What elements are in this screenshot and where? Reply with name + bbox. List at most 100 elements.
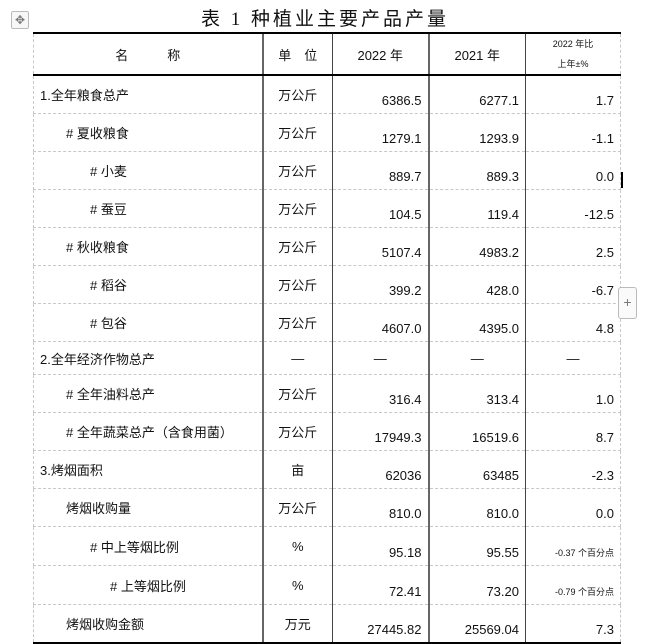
header-unit: 单 位 — [261, 32, 333, 76]
table-row: # 上等烟比例% 72.41 73.20 -0.79 个百分点 — [33, 565, 621, 605]
cell-2021: 6277.1 — [427, 75, 526, 114]
cell-2022: 72.41 — [332, 565, 429, 605]
cell-unit: 亩 — [261, 450, 333, 489]
add-column-button[interactable]: + — [618, 287, 637, 319]
cell-2022: 104.5 — [332, 189, 429, 228]
cell-2022: 399.2 — [332, 265, 429, 304]
cell-change: 8.7 — [525, 412, 621, 451]
table-row: # 包谷 万公斤 4607.0 4395.0 4.8 — [33, 303, 621, 342]
cell-change: 7.3 — [525, 604, 621, 644]
cell-change: -12.5 — [525, 189, 621, 228]
cell-change: 4.8 — [525, 303, 621, 342]
cell-name: # 全年蔬菜总产（含食用菌） — [33, 412, 263, 451]
cell-2021: 73.20 — [427, 565, 526, 605]
cell-change: -1.1 — [525, 113, 621, 152]
header-name: 名 称 — [33, 32, 263, 76]
table-row: # 全年油料总产 万公斤 316.4 313.4 1.0 — [33, 374, 621, 413]
table-row: 烤烟收购量 万公斤 810.0 810.0 0.0 — [33, 488, 621, 527]
header-change-line2: 上年±% — [557, 59, 589, 69]
cell-2021: 95.55 — [427, 526, 526, 566]
text-cursor — [621, 172, 623, 188]
cell-2022: 62036 — [332, 450, 429, 489]
cell-2021: 889.3 — [427, 151, 526, 190]
cell-2021: 1293.9 — [427, 113, 526, 152]
cell-name: 烤烟收购金额 — [33, 604, 263, 644]
table-row: # 小麦 万公斤 889.7 889.3 0.0 — [33, 151, 621, 190]
cell-change: — — [525, 341, 621, 375]
cell-2021: 4395.0 — [427, 303, 526, 342]
header-2022: 2022 年 — [332, 32, 429, 76]
cell-unit: 万公斤 — [261, 113, 333, 152]
cell-change: 0.0 — [525, 488, 621, 527]
cell-unit: 万元 — [261, 604, 333, 644]
cell-name: 3.烤烟面积 — [33, 450, 263, 489]
cell-unit: 万公斤 — [261, 75, 333, 114]
cell-name: # 上等烟比例 — [33, 565, 263, 605]
cell-2022: 95.18 — [332, 526, 429, 566]
cell-change: 0.0 — [525, 151, 621, 190]
cell-change: 1.7 — [525, 75, 621, 114]
cell-name: # 中上等烟比例 — [33, 526, 263, 566]
cell-2022: 27445.82 — [332, 604, 429, 644]
cell-2021: 119.4 — [427, 189, 526, 228]
cell-change: 2.5 — [525, 227, 621, 266]
table-row: 3.烤烟面积亩 62036 63485 -2.3 — [33, 450, 621, 489]
cell-2021: 4983.2 — [427, 227, 526, 266]
cell-unit: 万公斤 — [261, 374, 333, 413]
cell-unit: 万公斤 — [261, 488, 333, 527]
cell-2021: 63485 — [427, 450, 526, 489]
header-change-line1: 2022 年比 — [552, 39, 594, 49]
cell-2022: 810.0 — [332, 488, 429, 527]
table-row: # 全年蔬菜总产（含食用菌） 万公斤 17949.3 16519.6 8.7 — [33, 412, 621, 451]
cell-name: # 夏收粮食 — [33, 113, 263, 152]
table-row: # 稻谷 万公斤 399.2 428.0 -6.7 — [33, 265, 621, 304]
cell-2021: 810.0 — [427, 488, 526, 527]
cell-2022: 316.4 — [332, 374, 429, 413]
cell-2021: 16519.6 — [427, 412, 526, 451]
table-title: 表 1 种植业主要产品产量 — [200, 9, 449, 30]
cell-unit: 万公斤 — [261, 265, 333, 304]
move-icon: ✥ — [14, 13, 26, 27]
cell-change: -2.3 — [525, 450, 621, 489]
header-change: 2022 年比 上年±% — [525, 32, 621, 76]
cell-unit: 万公斤 — [261, 412, 333, 451]
cell-2022: 5107.4 — [332, 227, 429, 266]
cell-name: # 小麦 — [33, 151, 263, 190]
cell-name: 烤烟收购量 — [33, 488, 263, 527]
table-row: # 中上等烟比例% 95.18 95.55 -0.37 个百分点 — [33, 526, 621, 566]
cell-name: # 稻谷 — [33, 265, 263, 304]
cell-2021: 428.0 — [427, 265, 526, 304]
cell-2022: 4607.0 — [332, 303, 429, 342]
header-2021: 2021 年 — [427, 32, 526, 76]
cell-2022: 889.7 — [332, 151, 429, 190]
cell-2022: 6386.5 — [332, 75, 429, 114]
cell-name: 2.全年经济作物总产 — [33, 341, 263, 375]
cell-unit: 万公斤 — [261, 151, 333, 190]
cell-name: # 包谷 — [33, 303, 263, 342]
cell-change: -0.79 个百分点 — [525, 565, 621, 605]
table-row: 2.全年经济作物总产 — — — — — [33, 341, 621, 375]
cell-unit: — — [261, 341, 333, 375]
cell-unit: 万公斤 — [261, 189, 333, 228]
cell-unit: % — [261, 565, 333, 605]
cell-name: # 蚕豆 — [33, 189, 263, 228]
cell-unit: % — [261, 526, 333, 566]
table-row: # 秋收粮食 万公斤 5107.4 4983.2 2.5 — [33, 227, 621, 266]
cell-2022: — — [332, 341, 429, 375]
table-row: 1.全年粮食总产 万公斤 6386.5 6277.1 1.7 — [33, 75, 621, 114]
crop-production-table: 名 称 单 位 2022 年 2021 年 2022 年比 上年±% 1.全年粮… — [33, 32, 621, 644]
cell-2022: 17949.3 — [332, 412, 429, 451]
cell-2022: 1279.1 — [332, 113, 429, 152]
table-row: 烤烟收购金额 万元 27445.82 25569.04 7.3 — [33, 604, 621, 644]
cell-2021: 25569.04 — [427, 604, 526, 644]
cell-2021: — — [427, 341, 526, 375]
cell-change: -6.7 — [525, 265, 621, 304]
table-move-handle[interactable]: ✥ — [11, 11, 29, 29]
plus-icon: + — [623, 294, 632, 310]
cell-unit: 万公斤 — [261, 303, 333, 342]
cell-unit: 万公斤 — [261, 227, 333, 266]
cell-change: -0.37 个百分点 — [525, 526, 621, 566]
header-row: 名 称 单 位 2022 年 2021 年 2022 年比 上年±% — [33, 32, 621, 76]
cell-2021: 313.4 — [427, 374, 526, 413]
cell-name: # 全年油料总产 — [33, 374, 263, 413]
